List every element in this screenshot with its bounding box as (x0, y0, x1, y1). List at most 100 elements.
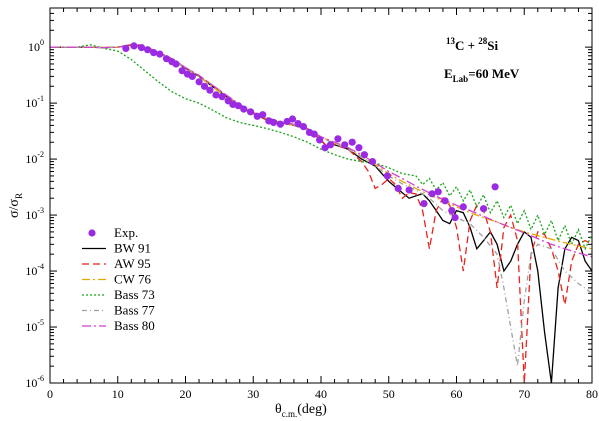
y-tick-label: 10-5 (25, 318, 44, 334)
y-axis-subscript: R (14, 193, 24, 199)
exp-point (188, 72, 196, 80)
experimental-points (122, 42, 499, 222)
exp-point (480, 205, 488, 213)
exp-point (137, 44, 146, 52)
exp-point (360, 151, 368, 159)
x-axis-title: θc.m.(deg) (275, 402, 327, 419)
energy-label-subscript: Lab (453, 74, 469, 84)
y-tick-exponent: -2 (37, 150, 44, 159)
exp-point (428, 190, 436, 198)
exp-point (195, 78, 203, 86)
plot-area (50, 8, 592, 383)
exp-point (246, 108, 255, 116)
y-tick-base: 10 (25, 264, 37, 278)
exp-point (341, 141, 349, 149)
y-axis-symbol: σ/σ (7, 199, 22, 218)
x-tick-label: 50 (383, 387, 395, 401)
y-tick-base: 10 (25, 96, 37, 110)
x-tick-label: 60 (451, 387, 463, 401)
y-tick-label: 10-6 (25, 374, 44, 390)
exp-point (459, 203, 467, 211)
exp-point (206, 86, 214, 94)
x-axis-unit: (deg) (297, 402, 327, 417)
legend-bw91-label: BW 91 (114, 241, 151, 256)
exp-point (441, 197, 449, 205)
legend-bass80-label: Bass 80 (114, 318, 155, 333)
exp-point (383, 172, 391, 180)
exp-point (355, 144, 363, 152)
y-tick-exponent: 0 (40, 38, 44, 47)
tick-labels: 0 10 20 30 40 50 60 70 8010010-110-210-310-410-5… (25, 38, 598, 401)
exp-point (321, 144, 329, 152)
exp-point (122, 44, 130, 53)
legend-bass73-label: Bass 73 (114, 287, 155, 302)
legend-exp-label: Exp. (114, 225, 138, 240)
energy-label-value: =60 MeV (468, 66, 520, 81)
reaction-label-sup-si: 28 (478, 36, 488, 46)
legend-aw95-label: AW 95 (114, 256, 151, 271)
exp-point (130, 42, 138, 50)
reaction-label-sup-c: 13 (446, 36, 456, 46)
exp-point (491, 183, 499, 191)
exp-point (229, 100, 237, 108)
exp-point (276, 120, 284, 128)
exp-point (178, 67, 186, 75)
y-tick-exponent: -6 (37, 374, 44, 383)
exp-point (218, 93, 226, 101)
exp-point (368, 158, 377, 166)
series-aw95-line (50, 44, 592, 383)
x-tick-label: 80 (586, 387, 598, 401)
y-tick-label: 10-4 (25, 262, 44, 278)
y-tick-exponent: -4 (37, 262, 44, 271)
y-tick-base: 10 (25, 152, 37, 166)
exp-point (234, 102, 242, 110)
exp-point (448, 207, 456, 215)
series-bass73-line (50, 44, 592, 251)
exp-point (283, 117, 291, 126)
exp-point (451, 214, 459, 222)
exp-point (326, 141, 335, 149)
x-axis-subscript: c.m. (282, 409, 298, 419)
y-tick-exponent: -3 (37, 206, 44, 215)
y-tick-label: 10-2 (25, 150, 44, 166)
exp-point (150, 49, 158, 57)
exp-point (316, 136, 324, 144)
energy-label: ELab=60 MeV (444, 66, 520, 84)
exp-point (420, 200, 428, 208)
y-tick-exponent: -5 (37, 318, 44, 327)
x-tick-label: 20 (180, 387, 192, 401)
exp-point (259, 111, 267, 119)
exp-point (348, 138, 356, 146)
y-tick-label: 10-3 (25, 206, 44, 222)
exp-point (434, 188, 442, 196)
y-tick-exponent: -1 (37, 94, 44, 103)
exp-point (253, 112, 261, 120)
exp-point (405, 186, 413, 194)
x-tick-label: 40 (315, 387, 327, 401)
y-axis-title: σ/σR (7, 193, 24, 218)
legend-exp-marker (88, 229, 96, 237)
reaction-label-text-si: Si (487, 38, 498, 53)
exp-point (156, 50, 164, 58)
x-tick-label: 0 (47, 387, 53, 401)
exp-point (394, 184, 402, 192)
exp-point (334, 135, 342, 143)
plot-frame (49, 7, 593, 384)
exp-point (310, 130, 318, 138)
exp-point (299, 123, 307, 131)
y-tick-base: 10 (28, 40, 40, 54)
legend-cw76-label: CW 76 (114, 272, 151, 287)
x-tick-label: 10 (112, 387, 124, 401)
y-tick-label: 100 (28, 38, 44, 54)
y-tick-label: 10-1 (25, 94, 44, 110)
exp-point (144, 46, 152, 54)
energy-label-e: E (444, 66, 453, 81)
exp-point (294, 120, 302, 128)
exp-point (288, 115, 297, 123)
legend-bass77-label: Bass 77 (114, 303, 155, 318)
y-tick-base: 10 (25, 320, 37, 334)
exp-point (270, 118, 278, 127)
exp-point (240, 105, 248, 113)
exp-point (200, 82, 209, 90)
